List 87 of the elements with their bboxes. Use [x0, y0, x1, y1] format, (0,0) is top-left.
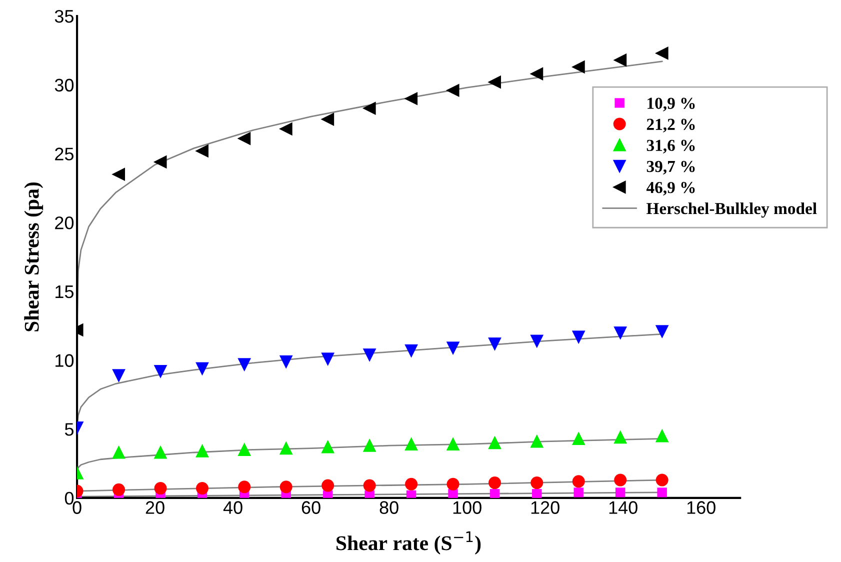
legend-label: Herschel-Bulkley model [646, 202, 817, 218]
point [322, 352, 334, 366]
point [656, 325, 668, 338]
point [322, 113, 334, 126]
point [154, 482, 167, 495]
point [112, 483, 126, 496]
point [448, 488, 458, 498]
point [280, 480, 292, 494]
point [280, 442, 292, 455]
point [154, 446, 167, 459]
point [657, 488, 667, 498]
y-tick-label: 25 [55, 148, 74, 160]
x-tick-label: 160 [687, 501, 716, 514]
y-tick-label: 5 [64, 423, 74, 436]
point [530, 476, 544, 490]
point [405, 344, 418, 357]
y-tick-label: 15 [56, 286, 74, 298]
point [112, 168, 126, 181]
point [196, 482, 208, 495]
point [490, 488, 500, 498]
point [656, 474, 668, 486]
point [574, 488, 584, 498]
point [238, 132, 251, 145]
x-tick-label: 140 [609, 501, 638, 514]
legend-label: 31,6 % [646, 140, 695, 154]
point [154, 156, 167, 168]
point [572, 60, 585, 74]
point [322, 440, 334, 454]
point [405, 92, 418, 105]
point [532, 488, 542, 498]
point [196, 444, 208, 458]
point [656, 46, 668, 60]
point [488, 476, 502, 490]
point [238, 480, 251, 494]
point [363, 348, 376, 361]
y-tick-label: 30 [54, 78, 74, 92]
x-tick-label: 40 [223, 501, 242, 514]
point [614, 474, 627, 486]
point [363, 102, 376, 115]
point [488, 436, 502, 450]
point [112, 369, 126, 382]
point [322, 479, 334, 492]
point [572, 475, 585, 488]
legend-label: 46,9 % [646, 182, 695, 196]
point [196, 144, 208, 158]
point [615, 488, 626, 498]
x-tick-label: 120 [531, 501, 560, 514]
point [446, 342, 460, 354]
point [238, 443, 251, 456]
point [363, 479, 376, 492]
y-tick-label: 10 [56, 354, 74, 367]
point [405, 438, 418, 450]
point [112, 446, 126, 459]
x-tick-label: 60 [302, 501, 320, 514]
point [405, 478, 418, 490]
point [572, 432, 585, 445]
point [280, 122, 292, 136]
point [530, 68, 544, 80]
point [572, 330, 585, 344]
point [154, 365, 167, 378]
legend-label: 21,2 % [646, 118, 695, 132]
point [488, 337, 502, 350]
point [614, 326, 627, 339]
point [488, 76, 502, 88]
point [196, 362, 208, 375]
y-tick-label: 20 [55, 216, 74, 230]
point [446, 478, 460, 490]
x-tick-label: 100 [453, 501, 482, 514]
point [238, 358, 251, 371]
point [530, 334, 544, 348]
y-tick-label: 0 [64, 492, 74, 505]
point [446, 438, 460, 450]
point [656, 430, 668, 442]
x-tick-label: 20 [146, 501, 164, 514]
legend-label: 39,7 % [646, 160, 695, 175]
point [530, 435, 544, 448]
y-axis-title: Shear Stress (pa) [24, 182, 44, 332]
x-tick-label: 80 [380, 501, 398, 514]
legend-label: 10,9 % [648, 98, 695, 112]
point [614, 431, 627, 444]
point [363, 439, 376, 452]
y-tick-label: 35 [54, 10, 74, 23]
point [280, 355, 292, 368]
point [614, 54, 627, 66]
point [446, 84, 460, 97]
x-axis-title: Shear rate (S$^{−1}$) [336, 531, 481, 554]
point [406, 490, 416, 498]
